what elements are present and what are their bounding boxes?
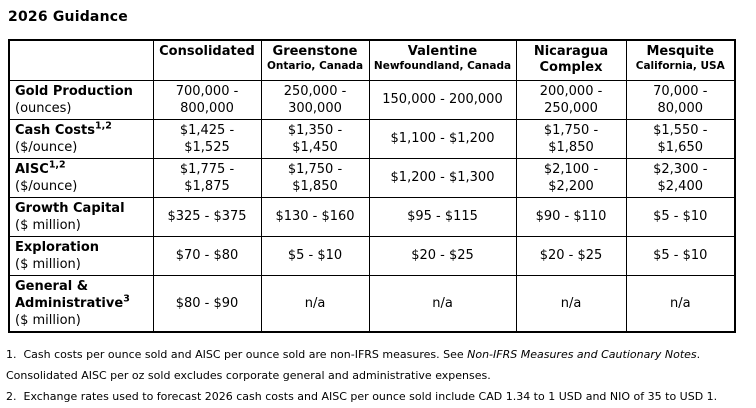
cell-aisc-valentine: $1,200 - $1,300 xyxy=(368,157,517,198)
row-general-administrative: General & Administrative3 ($ million) $8… xyxy=(8,274,736,332)
cell-aisc-nicaragua: $2,100 - $2,200 xyxy=(515,157,627,198)
header-row: Consolidated Greenstone Ontario, Canada … xyxy=(8,39,736,81)
cell-growth-capital-valentine: $95 - $115 xyxy=(368,196,517,237)
guidance-table: Consolidated Greenstone Ontario, Canada … xyxy=(8,39,736,333)
row-label-general-administrative: General & Administrative3 ($ million) xyxy=(8,274,154,332)
row-label-gold-production: Gold Production (ounces) xyxy=(8,79,154,120)
cell-exploration-consolidated: $70 - $80 xyxy=(152,235,262,276)
row-label-text: Gold Production xyxy=(15,83,133,99)
header-name: Valentine xyxy=(407,44,478,59)
header-name: Nicaragua Complex xyxy=(533,44,609,75)
cell-general-administrative-greenstone: n/a xyxy=(260,274,370,332)
row-label-text: Cash Costs xyxy=(15,122,95,138)
cell-gold-production-consolidated: 700,000 - 800,000 xyxy=(152,79,262,120)
header-name: Greenstone xyxy=(272,44,358,59)
page-title: 2026 Guidance xyxy=(8,9,128,25)
header-valentine: Valentine Newfoundland, Canada xyxy=(368,39,517,81)
header-mesquite: Mesquite California, USA xyxy=(625,39,736,81)
cell-cash-costs-mesquite: $1,550 - $1,650 xyxy=(625,118,736,159)
footnotes: 1. Cash costs per ounce sold and AISC pe… xyxy=(6,344,756,408)
cell-gold-production-nicaragua: 200,000 - 250,000 xyxy=(515,79,627,120)
header-sub: Newfoundland, Canada xyxy=(373,60,512,72)
cell-gold-production-valentine: 150,000 - 200,000 xyxy=(368,79,517,120)
row-label-cash-costs: Cash Costs1,2 ($/ounce) xyxy=(8,118,154,159)
header-sub: California, USA xyxy=(635,60,725,72)
row-cash-costs: Cash Costs1,2 ($/ounce) $1,425 - $1,525 … xyxy=(8,118,736,159)
row-label-text: Growth Capital xyxy=(15,200,125,216)
row-label-unit: ($ million) xyxy=(15,217,81,233)
cell-aisc-greenstone: $1,750 - $1,850 xyxy=(260,157,370,198)
cell-cash-costs-consolidated: $1,425 - $1,525 xyxy=(152,118,262,159)
cell-aisc-consolidated: $1,775 - $1,875 xyxy=(152,157,262,198)
cell-gold-production-mesquite: 70,000 - 80,000 xyxy=(625,79,736,120)
row-gold-production: Gold Production (ounces) 700,000 - 800,0… xyxy=(8,79,736,120)
cell-cash-costs-greenstone: $1,350 - $1,450 xyxy=(260,118,370,159)
row-label-text: Exploration xyxy=(15,239,99,255)
cell-cash-costs-valentine: $1,100 - $1,200 xyxy=(368,118,517,159)
row-label-unit: ($ million) xyxy=(15,256,81,272)
cell-exploration-greenstone: $5 - $10 xyxy=(260,235,370,276)
cell-cash-costs-nicaragua: $1,750 - $1,850 xyxy=(515,118,627,159)
footnote-1-text: 1. Cash costs per ounce sold and AISC pe… xyxy=(6,347,468,361)
cell-exploration-mesquite: $5 - $10 xyxy=(625,235,736,276)
row-exploration: Exploration ($ million) $70 - $80 $5 - $… xyxy=(8,235,736,276)
cell-gold-production-greenstone: 250,000 - 300,000 xyxy=(260,79,370,120)
cell-exploration-valentine: $20 - $25 xyxy=(368,235,517,276)
cell-aisc-mesquite: $2,300 - $2,400 xyxy=(625,157,736,198)
cell-growth-capital-consolidated: $325 - $375 xyxy=(152,196,262,237)
cell-exploration-nicaragua: $20 - $25 xyxy=(515,235,627,276)
row-label-text: General & Administrative xyxy=(15,278,124,311)
header-blank xyxy=(8,39,154,81)
cell-general-administrative-valentine: n/a xyxy=(368,274,517,332)
footnote-1: 1. Cash costs per ounce sold and AISC pe… xyxy=(6,344,756,386)
footnote-2-text: 2. Exchange rates used to forecast 2026 … xyxy=(6,389,718,403)
row-label-unit: ($/ounce) xyxy=(15,139,78,155)
row-growth-capital: Growth Capital ($ million) $325 - $375 $… xyxy=(8,196,736,237)
header-nicaragua-complex: Nicaragua Complex xyxy=(515,39,627,81)
cell-growth-capital-mesquite: $5 - $10 xyxy=(625,196,736,237)
header-consolidated: Consolidated xyxy=(152,39,262,81)
cell-growth-capital-greenstone: $130 - $160 xyxy=(260,196,370,237)
footnote-1-text-cont: . Consolidated AISC per oz sold excludes… xyxy=(6,347,701,382)
row-label-aisc: AISC1,2 ($/ounce) xyxy=(8,157,154,198)
cell-growth-capital-nicaragua: $90 - $110 xyxy=(515,196,627,237)
row-label-footnote-ref: 1,2 xyxy=(95,120,112,132)
row-label-unit: ($/ounce) xyxy=(15,178,78,194)
row-label-exploration: Exploration ($ million) xyxy=(8,235,154,276)
row-label-footnote-ref: 3 xyxy=(123,293,130,305)
footnote-2: 2. Exchange rates used to forecast 2026 … xyxy=(6,386,756,407)
header-greenstone: Greenstone Ontario, Canada xyxy=(260,39,370,81)
cell-general-administrative-nicaragua: n/a xyxy=(515,274,627,332)
row-aisc: AISC1,2 ($/ounce) $1,775 - $1,875 $1,750… xyxy=(8,157,736,198)
cell-general-administrative-mesquite: n/a xyxy=(625,274,736,332)
cell-general-administrative-consolidated: $80 - $90 xyxy=(152,274,262,332)
row-label-footnote-ref: 1,2 xyxy=(48,159,66,171)
footnote-1-italic-text: Non-IFRS Measures and Cautionary Notes xyxy=(467,347,697,361)
row-label-growth-capital: Growth Capital ($ million) xyxy=(8,196,154,237)
row-label-unit: ($ million) xyxy=(15,312,81,328)
header-name: Consolidated xyxy=(159,44,255,59)
header-name: Mesquite xyxy=(646,44,715,59)
row-label-text: AISC xyxy=(15,161,49,177)
header-sub: Ontario, Canada xyxy=(266,60,364,72)
row-label-unit: (ounces) xyxy=(15,100,72,116)
